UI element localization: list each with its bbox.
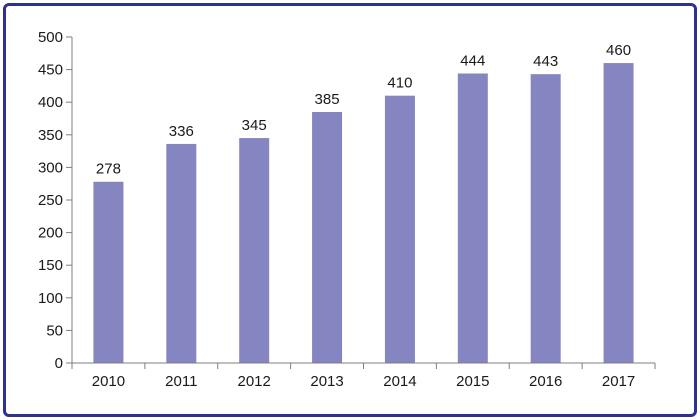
y-tick-label: 50 <box>46 322 63 339</box>
y-tick-label: 200 <box>38 225 63 242</box>
y-tick-label: 150 <box>38 257 63 274</box>
bar-2010 <box>93 181 124 363</box>
bar-2012 <box>239 138 270 363</box>
data-label-2010: 278 <box>96 161 121 178</box>
bar-2013 <box>312 111 343 363</box>
bar-2017 <box>603 63 634 364</box>
y-tick-label: 400 <box>38 94 63 111</box>
x-tick-label-2017: 2017 <box>602 373 635 390</box>
y-tick-label: 500 <box>38 29 63 46</box>
data-label-2017: 460 <box>606 42 631 59</box>
x-axis: 2010 2011 2012 2013 2014 2015 2016 2017 <box>71 362 656 390</box>
data-label-2016: 443 <box>533 53 558 70</box>
x-tick-label-2010: 2010 <box>92 373 125 390</box>
data-label-2013: 385 <box>315 91 340 108</box>
bar-2016 <box>530 74 561 363</box>
bars-group <box>93 63 634 364</box>
x-tick-label-2012: 2012 <box>238 373 271 390</box>
x-tick-label-2011: 2011 <box>165 373 197 390</box>
data-labels-group: 278 336 345 385 410 444 443 460 <box>96 42 631 178</box>
x-tick-label-2013: 2013 <box>310 373 343 390</box>
data-label-2015: 444 <box>460 53 485 70</box>
bar-2015 <box>457 73 488 364</box>
x-tick-label-2016: 2016 <box>529 373 562 390</box>
y-tick-label: 250 <box>38 192 63 209</box>
y-tick-label: 0 <box>55 355 63 372</box>
x-tick-label-2014: 2014 <box>383 373 416 390</box>
y-tick-label: 300 <box>38 159 63 176</box>
x-tick-label-2015: 2015 <box>456 373 489 390</box>
y-tick-label: 450 <box>38 62 63 79</box>
data-label-2014: 410 <box>387 75 412 92</box>
data-label-2011: 336 <box>169 123 194 140</box>
data-label-2012: 345 <box>242 117 267 134</box>
y-axis: 0 50 100 150 200 250 300 350 400 450 500 <box>38 29 73 372</box>
bar-2014 <box>384 95 415 364</box>
bar-2011 <box>166 143 197 363</box>
y-tick-label: 100 <box>38 290 63 307</box>
y-tick-label: 350 <box>38 127 63 144</box>
